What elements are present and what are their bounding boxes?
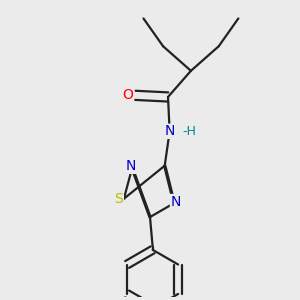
- Text: N: N: [164, 124, 175, 138]
- Text: O: O: [123, 88, 134, 102]
- Text: S: S: [115, 192, 123, 206]
- Text: N: N: [125, 159, 136, 173]
- Text: -H: -H: [182, 125, 196, 138]
- Text: N: N: [170, 194, 181, 208]
